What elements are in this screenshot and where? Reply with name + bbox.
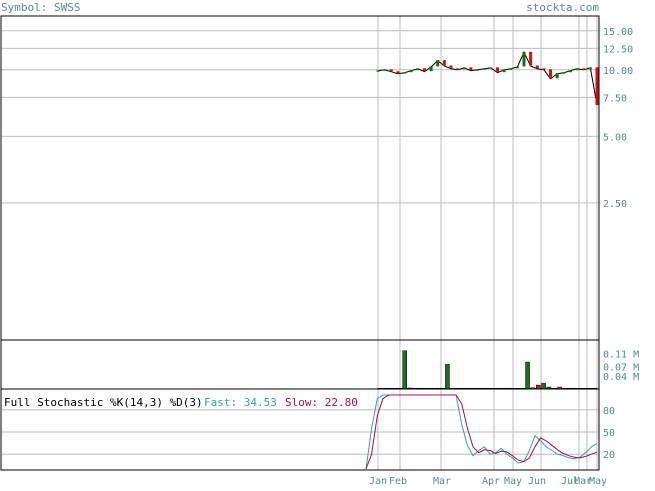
price-candle: [423, 68, 426, 71]
price-tick-label: 7.50: [603, 93, 627, 104]
volume-tick-label: 0.11 M: [603, 349, 639, 360]
price-tick-label: 2.50: [603, 199, 627, 210]
price-candle: [456, 68, 459, 70]
stochastic-tick-label: 20: [603, 450, 615, 461]
x-tick-label: Apr: [482, 476, 500, 486]
stochastic-slow-label: Slow: 22.80: [285, 396, 358, 409]
price-candle: [503, 69, 506, 72]
price-candle: [450, 65, 453, 68]
price-candle: [489, 67, 492, 69]
price-candle: [529, 52, 532, 66]
price-candle: [377, 70, 380, 72]
x-tick-label: Jan: [369, 476, 387, 486]
price-candle: [582, 68, 585, 70]
price-candle: [416, 68, 419, 70]
price-candle: [463, 67, 466, 69]
site-label: stockta.com: [526, 1, 599, 14]
price-candle: [523, 52, 526, 67]
price-candle: [443, 60, 446, 65]
price-candle: [569, 70, 572, 72]
x-tick-label: Feb: [389, 476, 407, 486]
price-candle: [516, 66, 519, 68]
volume-tick-label: 0.04 M: [603, 372, 639, 383]
x-tick-label: Jun: [528, 476, 546, 486]
x-tick-label: Mar: [433, 476, 451, 486]
price-candle: [390, 69, 393, 71]
stochastic-tick-label: 50: [603, 428, 615, 439]
volume-bar: [536, 385, 540, 389]
price-candle: [536, 65, 539, 68]
price-candle: [596, 67, 599, 105]
volume-bar: [542, 383, 546, 389]
price-candle: [476, 69, 479, 71]
price-candle: [430, 66, 433, 71]
price-candle: [403, 72, 406, 74]
stochastic-title: Full Stochastic %K(14,3) %D(3): [4, 396, 203, 409]
price-candle: [589, 67, 592, 69]
price-candle: [483, 68, 486, 70]
price-candle: [562, 72, 565, 74]
volume-bar: [403, 351, 407, 389]
price-candle: [542, 68, 545, 70]
price-candle: [396, 71, 399, 73]
price-candle: [436, 60, 439, 66]
volume-bar: [445, 364, 449, 389]
price-candle: [496, 67, 499, 72]
price-tick-label: 5.00: [603, 132, 627, 143]
price-candle: [383, 69, 386, 71]
volume-bar: [526, 362, 530, 389]
volume-axis-ticks: 0.11 M0.07 M0.04 M: [603, 349, 639, 383]
price-candle: [509, 68, 512, 70]
price-candle: [410, 70, 413, 72]
stochastic-fast-label: Fast: 34.53: [204, 396, 277, 409]
price-candle: [556, 73, 559, 78]
x-tick-label: May: [589, 476, 607, 486]
stochastic-tick-label: 80: [603, 406, 615, 417]
price-candle: [549, 69, 552, 78]
price-tick-label: 12.50: [603, 44, 633, 55]
price-candle: [576, 68, 579, 70]
price-tick-label: 15.00: [603, 27, 633, 38]
symbol-label: Symbol: SWSS: [1, 1, 80, 14]
x-tick-label: May: [504, 476, 522, 486]
price-candle: [469, 67, 472, 70]
price-tick-label: 10.00: [603, 66, 633, 77]
stochastic-axis-ticks: 80 50 20: [603, 406, 615, 461]
